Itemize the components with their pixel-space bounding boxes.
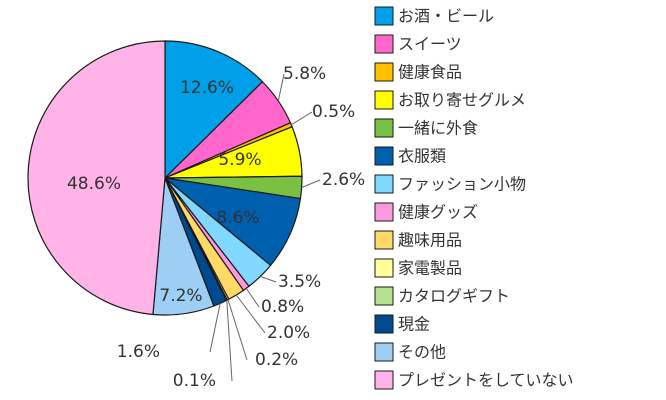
legend-swatch xyxy=(374,6,394,26)
pie-slice-value-label: 5.9% xyxy=(218,150,261,170)
legend-label: スイーツ xyxy=(398,35,462,54)
pie-slice xyxy=(27,40,166,316)
legend-swatch xyxy=(374,34,394,54)
pie-slice-value-label: 1.6% xyxy=(117,342,160,362)
legend-swatch xyxy=(374,230,394,250)
legend-label: 趣味用品 xyxy=(398,231,462,250)
legend-swatch xyxy=(374,174,394,194)
pie-labels: 12.6% 5.8% 0.5% 5.9% 2.6% 8.6% 3.5% 0.8% 2.0% 0.2… xyxy=(67,64,365,391)
pie-leader-line xyxy=(227,299,248,361)
legend-swatch xyxy=(374,314,394,334)
legend-swatch xyxy=(374,146,394,166)
pie-leader-line xyxy=(226,300,233,382)
legend-swatch xyxy=(374,118,394,138)
pie-slice-value-label: 7.2% xyxy=(159,286,202,306)
legend-swatch xyxy=(374,90,394,110)
pie-leader-line xyxy=(209,303,221,353)
legend-label: お酒・ビール xyxy=(398,7,494,26)
legend-label: 健康グッズ xyxy=(398,203,478,222)
legend-label: ファッション小物 xyxy=(398,175,526,194)
legend-label: プレゼントをしていない xyxy=(398,371,574,390)
pie-slice-value-label: 0.5% xyxy=(312,102,355,122)
pie-slice-value-label: 48.6% xyxy=(67,174,121,194)
pie-slice-value-label: 0.1% xyxy=(173,371,216,391)
pie-slice-value-label: 0.2% xyxy=(255,350,298,370)
legend-label: カタログギフト xyxy=(398,287,510,306)
pie-leader-line xyxy=(260,275,277,283)
legend: お酒・ビールスイーツ健康食品お取り寄せグルメ一緒に外食衣服類ファッション小物健康… xyxy=(374,6,574,390)
pie-leader-line xyxy=(277,73,285,102)
legend-label: 衣服類 xyxy=(398,147,446,166)
pie-slice-value-label: 5.8% xyxy=(283,64,326,84)
legend-label: お取り寄せグルメ xyxy=(398,91,526,110)
legend-swatch xyxy=(374,342,394,362)
pie-leader-line xyxy=(290,111,313,126)
pie-slices xyxy=(27,40,303,316)
legend-swatch xyxy=(374,258,394,278)
legend-swatch xyxy=(374,370,394,390)
pie-slice-value-label: 3.5% xyxy=(278,272,321,292)
legend-label: 家電製品 xyxy=(398,259,462,278)
legend-label: 一緒に外食 xyxy=(398,119,478,138)
pie-slice-value-label: 2.0% xyxy=(267,323,310,343)
pie-slice-value-label: 8.6% xyxy=(216,208,259,228)
legend-swatch xyxy=(374,286,394,306)
legend-label: 健康食品 xyxy=(398,63,462,82)
legend-label: 現金 xyxy=(398,315,430,334)
pie-slice xyxy=(164,40,264,180)
pie-slice-value-label: 12.6% xyxy=(180,78,234,98)
legend-swatch xyxy=(374,202,394,222)
legend-label: その他 xyxy=(398,343,446,362)
legend-swatch xyxy=(374,62,394,82)
pie-leader-line xyxy=(235,294,266,334)
pie-slice-value-label: 0.8% xyxy=(261,297,304,317)
pie-leader-line xyxy=(301,179,321,188)
pie-slice-value-label: 2.6% xyxy=(322,170,365,190)
pie-leader-line xyxy=(245,288,260,308)
